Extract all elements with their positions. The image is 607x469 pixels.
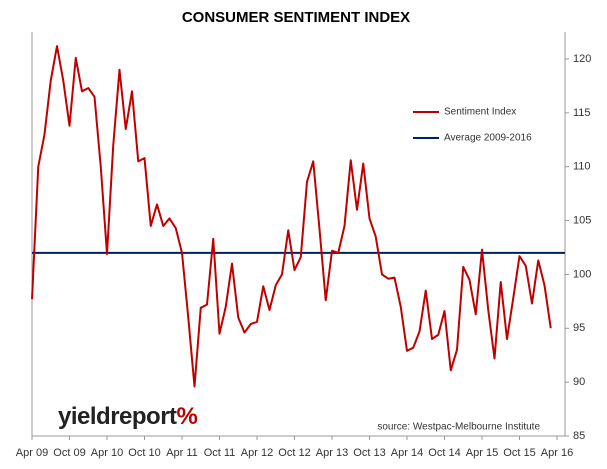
y-tick-label: 100 <box>573 268 591 280</box>
y-tick-label: 110 <box>573 161 591 173</box>
x-tick-label: Oct 12 <box>278 447 310 459</box>
chart-title: CONSUMER SENTIMENT INDEX <box>182 9 410 26</box>
x-tick-label: Oct 13 <box>353 447 385 459</box>
x-tick-label: Apr 13 <box>316 447 348 459</box>
x-tick-label: Apr 12 <box>241 447 273 459</box>
x-tick-label: Oct 15 <box>503 447 535 459</box>
x-tick-label: Apr 09 <box>16 447 48 459</box>
x-tick-label: Oct 14 <box>428 447 460 459</box>
logo-text: yieldreport <box>58 403 177 430</box>
x-tick-label: Oct 11 <box>204 447 236 459</box>
logo: yieldreport% <box>58 403 198 430</box>
y-tick-label: 115 <box>573 107 591 119</box>
x-tick-label: Apr 16 <box>541 447 573 459</box>
x-tick-label: Oct 09 <box>53 447 85 459</box>
y-tick-label: 105 <box>573 214 591 226</box>
y-tick-label: 85 <box>573 430 585 442</box>
y-tick-label: 90 <box>573 376 585 388</box>
x-tick-label: Apr 15 <box>466 447 498 459</box>
x-tick-label: Apr 14 <box>391 447 423 459</box>
x-tick-label: Apr 11 <box>166 447 198 459</box>
legend-label: Average 2009-2016 <box>444 133 532 144</box>
legend-label: Sentiment Index <box>444 107 516 118</box>
logo-symbol: % <box>177 403 198 430</box>
x-tick-label: Apr 10 <box>91 447 123 459</box>
y-tick-label: 120 <box>573 53 591 65</box>
source-note: source: Westpac-Melbourne Institute <box>377 422 540 433</box>
x-tick-label: Oct 10 <box>128 447 160 459</box>
series-line <box>31 45 552 388</box>
y-tick-label: 95 <box>573 322 585 334</box>
